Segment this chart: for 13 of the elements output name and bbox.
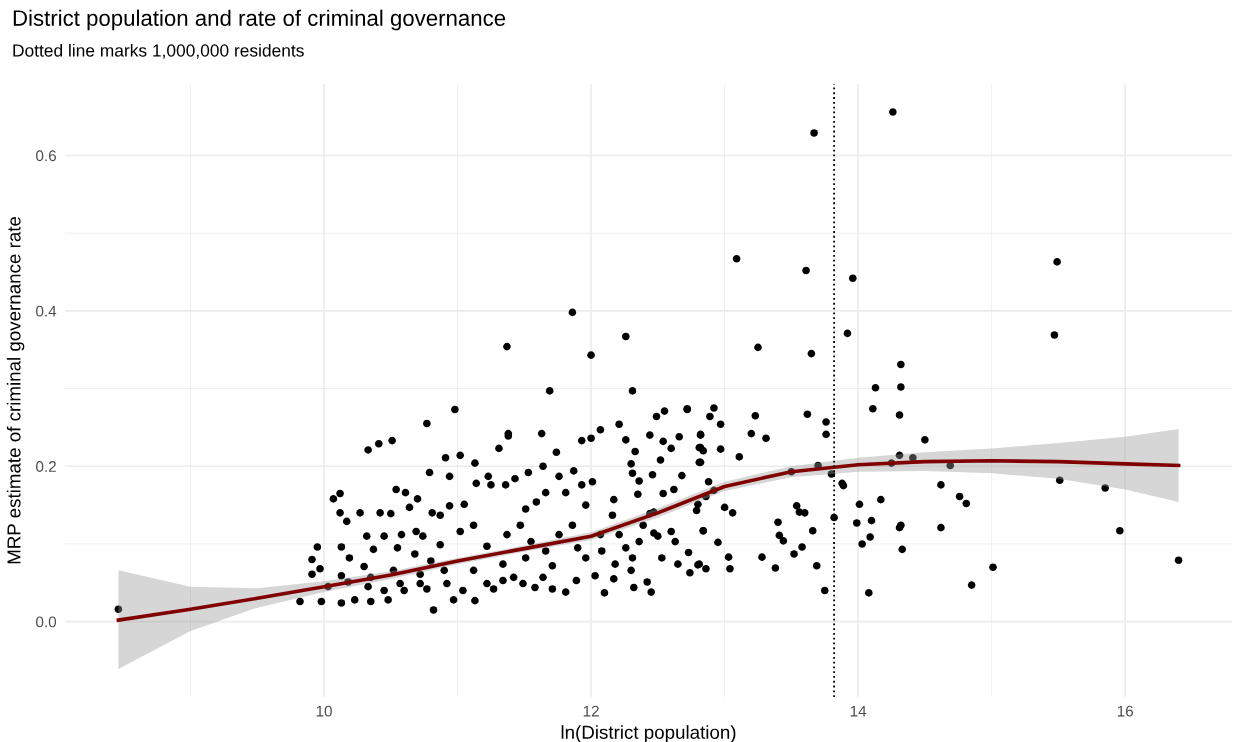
chart-subtitle: Dotted line marks 1,000,000 residents: [13, 43, 304, 59]
x-axis-title: ln(District population): [561, 725, 736, 742]
y-tick-label: 0.4: [36, 305, 57, 317]
x-tick-label: 12: [583, 705, 599, 717]
y-tick-label: 0.6: [36, 150, 56, 162]
y-tick-label: 0.2: [36, 461, 56, 472]
x-tick-label: 16: [1117, 705, 1134, 717]
chart-title: District population and rate of criminal governance: [13, 9, 506, 31]
x-tick-label: 10: [316, 705, 332, 717]
x-tick-label: 14: [850, 705, 867, 717]
y-axis-title: MRP estimate of criminal governance rate: [6, 216, 25, 564]
line-series: [116, 459, 1181, 622]
y-tick-label: 0.0: [36, 616, 57, 628]
